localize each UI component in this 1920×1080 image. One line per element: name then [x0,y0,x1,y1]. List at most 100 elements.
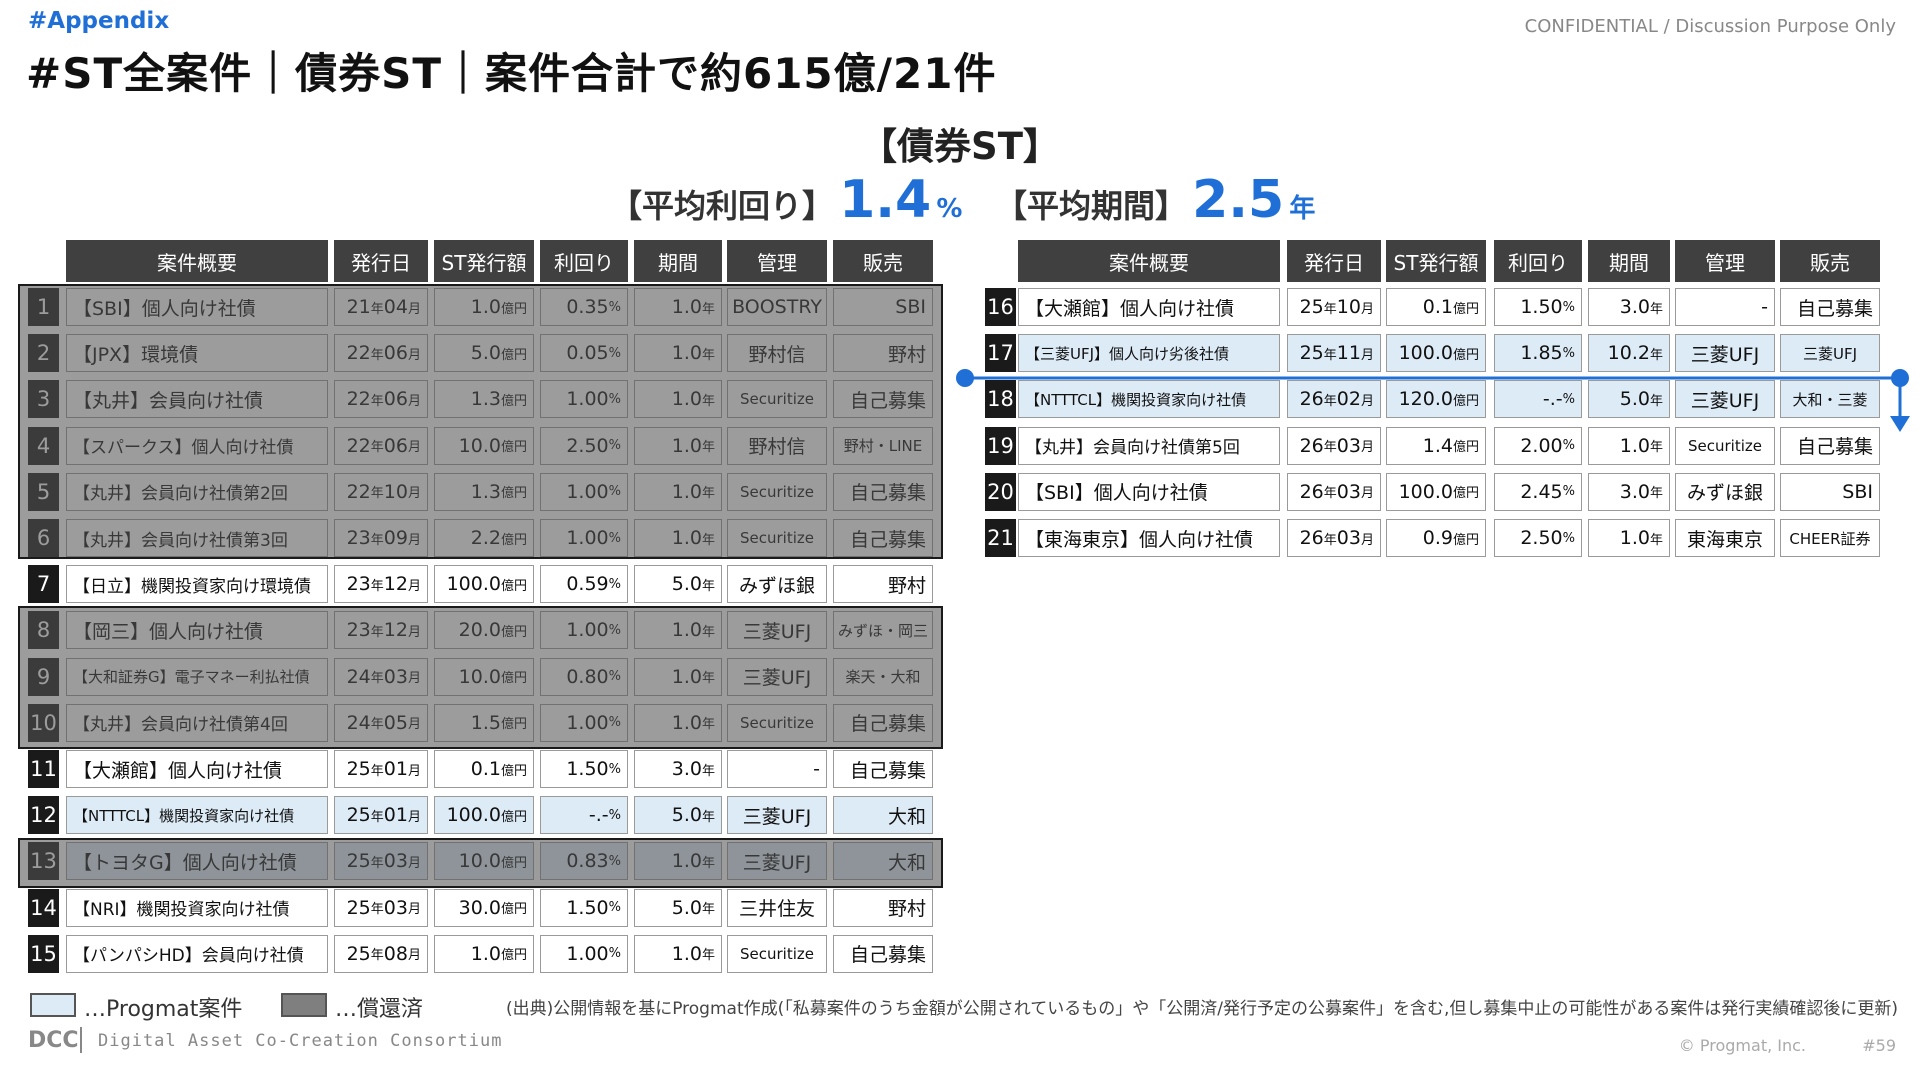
yield-unit: % [608,761,621,777]
average-yield-label: 【平均利回り】 [610,187,835,225]
period-unit: 年 [701,902,715,918]
period-value: 3.0 [671,758,702,780]
cell-period: 5.0 年 [1588,380,1670,419]
yield-value: -.- [1542,388,1563,411]
copyright: © Progmat, Inc. [1678,1036,1806,1055]
cell-mgmt: みずほ銀 [1675,472,1775,511]
date-year-unit: 年 [1323,301,1337,317]
yield-value: 1.85 [1520,342,1563,365]
row-number: 20 [985,472,1016,511]
cutoff-marker [956,369,1910,432]
consortium-name: Digital Asset Co-Creation Consortium [98,1031,503,1051]
amount-value: 100.0 [446,804,501,827]
cell-yield: 2.00% [1494,426,1582,465]
yield-unit: % [1562,438,1575,454]
cell-sales: 自己募集 [833,750,933,788]
cell-mgmt: 三井住友 [727,888,827,927]
cell-yield: 0.59% [540,565,628,604]
date-year: 25 [1299,342,1324,365]
cell-yield: -.-% [1494,380,1582,419]
header-mgmt: 管理 [727,240,827,282]
header-period: 期間 [634,240,722,282]
date-year: 26 [1299,527,1324,549]
date-month-unit: 月 [407,902,421,918]
cell-amount: 0.1 億円 [1386,288,1486,326]
cell-mgmt: Securitize [1675,426,1775,465]
amount-value: 0.9 [1422,527,1453,549]
period-value: 10.2 [1607,342,1650,365]
date-month: 03 [1336,434,1361,457]
average-period-label: 【平均期間】 [995,187,1188,225]
cell-yield: 2.50% [1494,519,1582,557]
yield-unit: % [608,946,621,962]
date-month: 01 [383,804,408,827]
yield-value: 0.59 [566,573,609,596]
legend-redeemed-label: …償還済 [335,997,424,1022]
amount-unit: 億円 [500,763,527,779]
cell-desc: 【NTTTCL】機関投資家向け社債 [66,796,328,835]
cell-period: 5.0 年 [634,565,722,604]
amount-value: 100.0 [1398,342,1453,365]
cell-period: 10.2 年 [1588,334,1670,373]
cell-amount: 100.0 億円 [1386,334,1486,373]
date-month-unit: 月 [1360,486,1374,502]
amount-unit: 億円 [500,902,527,918]
average-period: 【平均期間】 2.5 年 [995,170,1315,230]
cell-desc: 【大瀬館】個人向け社債 [66,750,328,788]
yield-unit: % [608,576,621,592]
period-unit: 年 [701,809,715,825]
row-number: 7 [28,565,59,604]
period-unit: 年 [1649,393,1663,409]
cell-mgmt: 三菱UFJ [1675,334,1775,373]
redeemed-group-8-10 [18,606,943,749]
amount-value: 30.0 [458,896,501,919]
period-unit: 年 [1649,486,1663,502]
cell-amount: 1.4 億円 [1386,426,1486,465]
date-month-unit: 月 [407,763,421,779]
cell-yield: -.-% [540,796,628,835]
date-year: 23 [346,573,371,596]
cell-amount: 100.0 億円 [434,796,534,835]
cell-desc: 【パンパシHD】会員向け社債 [66,934,328,973]
date-year: 25 [346,942,371,965]
yield-value: 2.50 [1520,527,1563,549]
period-unit: 年 [1649,440,1663,456]
cell-sales: 三菱UFJ [1780,334,1880,373]
date-year-unit: 年 [370,902,384,918]
date-year: 25 [346,896,371,919]
row-number: 21 [985,519,1016,557]
header-mgmt: 管理 [1675,240,1775,282]
cell-date: 26 年 03 月 [1287,519,1381,557]
amount-unit: 億円 [1452,301,1479,317]
cell-sales: CHEER証券 [1780,519,1880,557]
cell-date: 26 年 02 月 [1287,380,1381,419]
header-yield: 利回り [1494,240,1582,282]
amount-unit: 億円 [1452,440,1479,456]
date-month: 10 [1336,296,1361,318]
row-number: 15 [28,934,59,973]
cell-period: 5.0 年 [634,796,722,835]
row-number: 19 [985,426,1016,465]
amount-unit: 億円 [500,578,527,594]
date-year: 25 [346,758,371,780]
average-yield-unit: % [936,194,963,224]
period-value: 1.0 [671,942,702,965]
legend-progmat-label: …Progmat案件 [84,997,243,1022]
header-date: 発行日 [1287,240,1381,282]
cell-desc: 【NTTTCL】機関投資家向け社債 [1018,380,1280,419]
yield-value: 2.00 [1520,434,1563,457]
cell-date: 26 年 03 月 [1287,472,1381,511]
date-month: 03 [383,896,408,919]
cell-date: 25 年 11 月 [1287,334,1381,373]
cell-amount: 100.0 億円 [434,565,534,604]
cell-date: 25 年 08 月 [334,934,428,973]
amount-unit: 億円 [1452,347,1479,363]
date-month-unit: 月 [1360,301,1374,317]
cell-mgmt: 三菱UFJ [727,796,827,835]
average-yield-value: 1.4 [839,170,932,230]
cell-desc: 【大瀬館】個人向け社債 [1018,288,1280,326]
period-unit: 年 [1649,347,1663,363]
legend-redeemed-swatch [281,993,327,1017]
yield-unit: % [1562,484,1575,500]
